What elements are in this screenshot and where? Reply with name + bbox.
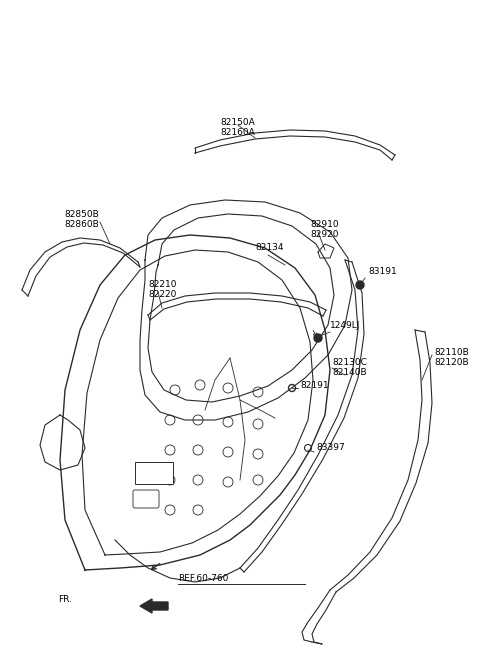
Text: 82910
82920: 82910 82920	[310, 220, 338, 239]
Text: REF.60-760: REF.60-760	[178, 574, 228, 583]
Text: 82130C
82140B: 82130C 82140B	[332, 358, 367, 377]
Circle shape	[314, 334, 322, 342]
Text: 82210
82220: 82210 82220	[148, 280, 177, 299]
Circle shape	[356, 281, 364, 289]
Text: 83191: 83191	[368, 268, 397, 276]
Bar	[135, 462, 173, 484]
Text: 82110B
82120B: 82110B 82120B	[434, 348, 469, 367]
FancyArrow shape	[140, 599, 168, 613]
Text: 82134: 82134	[255, 243, 284, 253]
Text: 83397: 83397	[316, 443, 345, 453]
Text: 1249LJ: 1249LJ	[330, 321, 360, 329]
Text: 82191: 82191	[300, 382, 329, 390]
Text: FR.: FR.	[58, 596, 72, 604]
FancyBboxPatch shape	[133, 490, 159, 508]
Text: 82150A
82160A: 82150A 82160A	[221, 118, 255, 137]
Text: 82850B
82860B: 82850B 82860B	[65, 210, 99, 230]
